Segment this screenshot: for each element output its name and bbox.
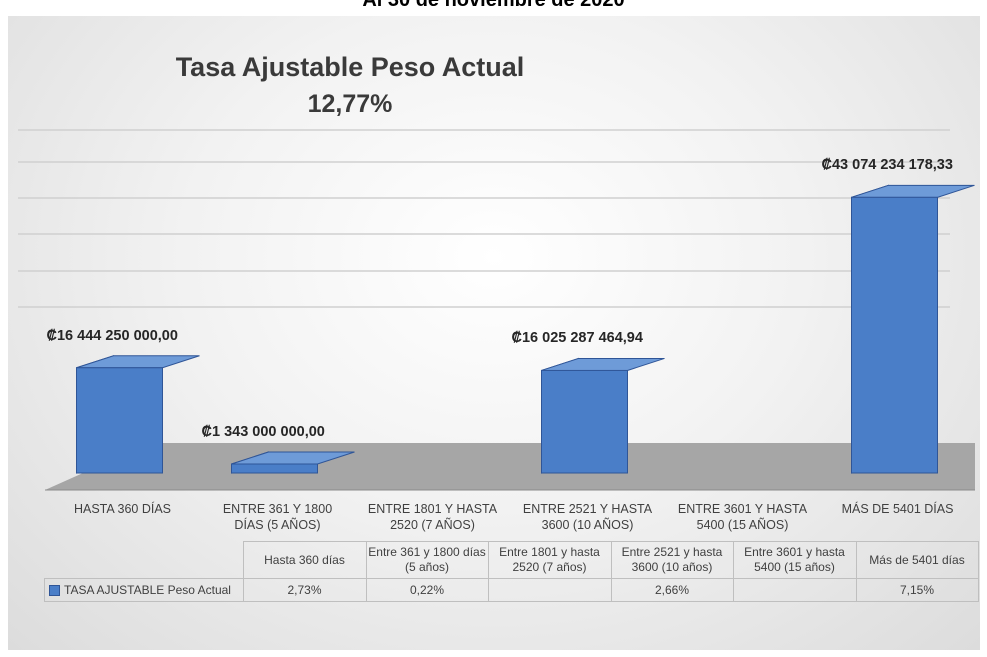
data-label: ₡1 343 000 000,00: [201, 424, 325, 440]
bar: [231, 463, 318, 474]
legend-cell: TASA AJUSTABLE Peso Actual: [44, 578, 244, 602]
table-value-cell: [732, 578, 857, 602]
data-label: ₡16 444 250 000,00: [46, 327, 178, 344]
table-header-row: Hasta 360 días Entre 361 y 1800 días (5 …: [44, 541, 979, 579]
chart-top-title: Al 30 de noviembre de 2020: [362, 0, 625, 11]
data-label: ₡16 025 287 464,94: [511, 330, 643, 347]
chart-subtitle: 12,77%: [307, 90, 393, 118]
bar: [76, 367, 163, 474]
chart-title: Tasa Ajustable Peso Actual: [175, 52, 525, 82]
table-corner-cell: [44, 541, 244, 579]
x-tick-label: ENTRE 2521 Y HASTA 3600 (10 AÑOS): [522, 502, 653, 532]
table-header-cell: Entre 3601 y hasta 5400 (15 años): [732, 541, 857, 579]
table-header-cell: Entre 1801 y hasta 2520 (7 años): [487, 541, 612, 579]
legend-series-name: TASA AJUSTABLE Peso Actual: [64, 582, 231, 597]
table-header-cell: Más de 5401 días: [855, 541, 979, 579]
table-row: TASA AJUSTABLE Peso Actual 2,73% 0,22% 2…: [44, 578, 979, 602]
table-value-cell: [487, 578, 612, 602]
x-tick-label: ENTRE 3601 Y HASTA 5400 (15 AÑOS): [677, 502, 808, 532]
table-header-cell: Hasta 360 días: [242, 541, 367, 579]
bar-top: [851, 184, 975, 198]
bar: [541, 369, 628, 474]
table-header-cell: Entre 361 y 1800 días (5 años): [365, 541, 489, 579]
x-tick-label: ENTRE 1801 Y HASTA 2520 (7 AÑOS): [367, 502, 498, 532]
table-value-cell: 2,66%: [610, 578, 734, 602]
bar: [851, 196, 938, 474]
x-tick-label: MÁS DE 5401 DÍAS: [841, 502, 954, 516]
table-value-cell: 0,22%: [365, 578, 489, 602]
bar-top: [76, 355, 200, 369]
chart-floor: [45, 443, 975, 490]
bar-top: [541, 357, 665, 371]
table-header-cell: Entre 2521 y hasta 3600 (10 años): [610, 541, 734, 579]
data-table: Hasta 360 días Entre 361 y 1800 días (5 …: [44, 541, 979, 602]
legend-key: [49, 584, 60, 596]
x-tick-label: HASTA 360 DÍAS: [73, 502, 172, 516]
table-value-cell: 7,15%: [855, 578, 979, 602]
x-tick-label: ENTRE 361 Y 1800 DÍAS (5 AÑOS): [222, 502, 333, 532]
data-label: ₡43 074 234 178,33: [821, 157, 953, 174]
table-value-cell: 2,73%: [242, 578, 367, 602]
